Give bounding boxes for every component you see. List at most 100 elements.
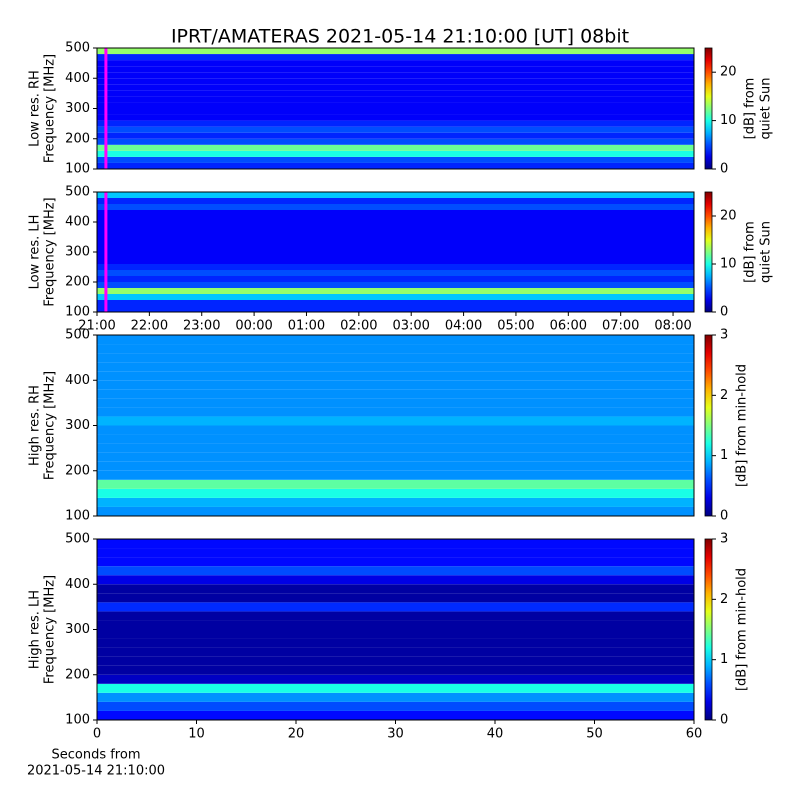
colorbar-label: [dB] from bbox=[743, 221, 758, 283]
colorbar-label: [dB] from min-hold bbox=[735, 364, 750, 487]
heatmap-row bbox=[97, 246, 694, 252]
heatmap-row bbox=[97, 48, 694, 55]
y-tick-label: 100 bbox=[65, 305, 90, 320]
heatmap-row bbox=[97, 461, 694, 471]
colorbar bbox=[704, 538, 713, 721]
heatmap-row bbox=[97, 539, 694, 549]
y-axis-label: High res. RH bbox=[28, 385, 43, 466]
heatmap-row bbox=[97, 362, 694, 372]
x-tick-label: 07:00 bbox=[602, 319, 639, 334]
heatmap-row bbox=[97, 629, 694, 639]
x-tick-label: 20 bbox=[288, 727, 305, 742]
heatmap-row bbox=[97, 102, 694, 109]
heatmap-row bbox=[97, 479, 694, 489]
heatmap-row bbox=[97, 210, 694, 216]
x-tick-label: 06:00 bbox=[550, 319, 587, 334]
y-tick-label: 500 bbox=[65, 41, 90, 56]
y-axis-label: Low res. RH bbox=[28, 70, 43, 147]
y-tick-label: 300 bbox=[65, 622, 90, 637]
heatmap-row bbox=[97, 258, 694, 264]
x-tick-label: 23:00 bbox=[183, 319, 220, 334]
y-tick-label: 500 bbox=[65, 185, 90, 200]
x-tick-label: 22:00 bbox=[131, 319, 168, 334]
heatmap-row bbox=[97, 488, 694, 498]
y-tick-label: 500 bbox=[65, 532, 90, 547]
heatmap-row bbox=[97, 497, 694, 507]
heatmap-row bbox=[97, 548, 694, 558]
heatmap-row bbox=[97, 234, 694, 240]
colorbar-label: quiet Sun bbox=[759, 221, 774, 283]
heatmap-row bbox=[97, 252, 694, 258]
heatmap-row bbox=[97, 204, 694, 210]
colorbar-tick-label: 2 bbox=[720, 388, 728, 403]
heatmap-row bbox=[97, 638, 694, 648]
heatmap-row bbox=[97, 575, 694, 585]
heatmap-row bbox=[97, 371, 694, 381]
heatmap-row bbox=[97, 192, 694, 198]
y-tick-label: 400 bbox=[65, 373, 90, 388]
heatmap-row bbox=[97, 294, 694, 300]
heatmap-row bbox=[97, 602, 694, 612]
heatmap-row bbox=[97, 282, 694, 288]
heatmap-row bbox=[97, 198, 694, 204]
heatmap-row bbox=[97, 416, 694, 426]
x-tick-label: 04:00 bbox=[445, 319, 482, 334]
heatmap-row bbox=[97, 114, 694, 121]
heatmap-row bbox=[97, 452, 694, 462]
heatmap-row bbox=[97, 335, 694, 345]
x-tick-label: 40 bbox=[487, 727, 504, 742]
heatmap-row bbox=[97, 434, 694, 444]
heatmap-row bbox=[97, 222, 694, 228]
x-tick-label: 03:00 bbox=[392, 319, 429, 334]
y-tick-label: 100 bbox=[65, 713, 90, 728]
y-tick-label: 100 bbox=[65, 162, 90, 177]
heatmap-row bbox=[97, 264, 694, 270]
heatmap-row bbox=[97, 710, 694, 720]
heatmap-row bbox=[97, 144, 694, 151]
colorbar-tick-label: 10 bbox=[720, 113, 737, 128]
colorbar-tick-label: 3 bbox=[720, 328, 728, 343]
x-axis-label: Seconds from bbox=[51, 748, 140, 763]
heatmap-row bbox=[97, 656, 694, 666]
x-axis-label: 2021-05-14 21:10:00 bbox=[27, 764, 165, 779]
x-tick-label: 60 bbox=[686, 727, 703, 742]
colorbar-tick-label: 2 bbox=[720, 592, 728, 607]
heatmap-row bbox=[97, 353, 694, 363]
colorbar bbox=[704, 334, 713, 517]
heatmap-row bbox=[97, 683, 694, 693]
x-tick-label: 10 bbox=[188, 727, 205, 742]
heatmap-row bbox=[97, 701, 694, 711]
heatmap-row bbox=[97, 647, 694, 657]
colorbar bbox=[704, 191, 713, 313]
colorbar-tick-label: 0 bbox=[720, 713, 728, 728]
heatmap-row bbox=[97, 306, 694, 312]
y-tick-label: 400 bbox=[65, 577, 90, 592]
heatmap-row bbox=[97, 566, 694, 576]
colorbar-tick-label: 20 bbox=[720, 209, 737, 224]
y-axis-label: High res. LH bbox=[28, 590, 43, 669]
x-tick-label: 08:00 bbox=[654, 319, 691, 334]
heatmap-row bbox=[97, 425, 694, 435]
heatmap-row bbox=[97, 506, 694, 516]
y-axis-label: Frequency [MHz] bbox=[43, 371, 58, 480]
heatmap-row bbox=[97, 692, 694, 702]
heatmap-row bbox=[97, 78, 694, 85]
colorbar-tick-label: 3 bbox=[720, 532, 728, 547]
colorbar-tick-label: 1 bbox=[720, 652, 728, 667]
y-tick-label: 400 bbox=[65, 71, 90, 86]
heatmap-row bbox=[97, 132, 694, 139]
heatmap-row bbox=[97, 84, 694, 91]
heatmap-row bbox=[97, 228, 694, 234]
y-tick-label: 500 bbox=[65, 328, 90, 343]
x-tick-label: 01:00 bbox=[288, 319, 325, 334]
heatmap-row bbox=[97, 674, 694, 684]
heatmap-row bbox=[97, 150, 694, 157]
y-axis-label: Frequency [MHz] bbox=[43, 54, 58, 163]
x-tick-label: 21:00 bbox=[78, 319, 115, 334]
y-axis-label: Frequency [MHz] bbox=[43, 575, 58, 684]
heatmap-row bbox=[97, 108, 694, 115]
y-axis-label: Frequency [MHz] bbox=[43, 197, 58, 306]
colorbar-tick-label: 10 bbox=[720, 257, 737, 272]
colorbar-tick-label: 20 bbox=[720, 65, 737, 80]
